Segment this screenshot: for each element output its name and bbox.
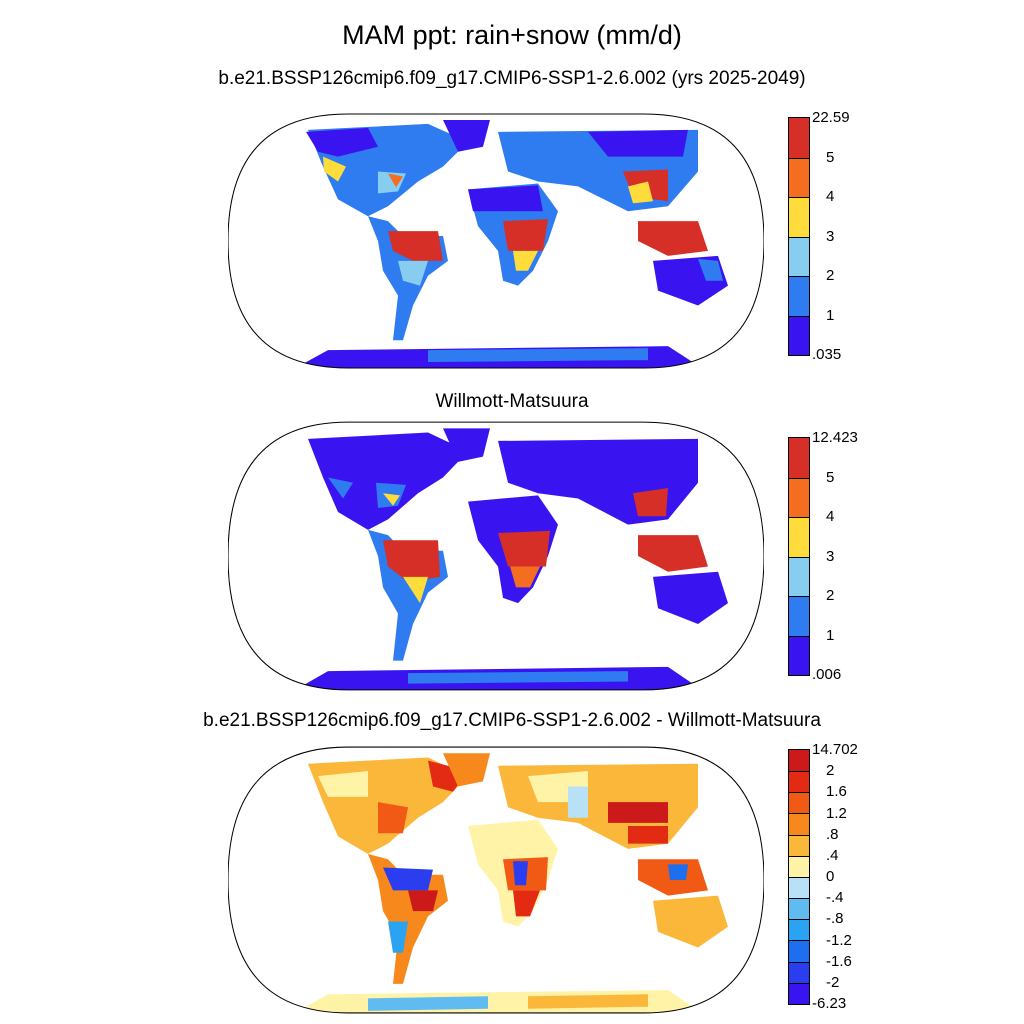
colorbar-tick-label: .035: [812, 346, 842, 363]
colorbar-segment: [789, 982, 809, 1004]
colorbar-tick-label: 4: [826, 188, 835, 205]
colorbar-tick-label: 1.6: [826, 783, 847, 801]
colorbar-segment: [789, 236, 809, 276]
colorbar-segment: [789, 517, 809, 557]
colorbar-segment: [789, 118, 809, 158]
colorbar-tick-label: 5: [826, 148, 835, 166]
colorbar-segment: [789, 919, 809, 941]
colorbar-segment: [789, 792, 809, 814]
colorbar-segment: [789, 635, 809, 675]
colorbar-tick-label: 1: [826, 626, 835, 644]
colorbar-tick-label: 1.2: [826, 804, 847, 822]
colorbar-panel-3: [788, 749, 810, 1005]
colorbar-tick-label: 3: [826, 227, 835, 245]
colorbar-segment: [789, 477, 809, 517]
colorbar-tick-label: 1: [826, 306, 835, 324]
colorbar-tick-label: 14.702: [812, 741, 858, 758]
colorbar-segment: [789, 813, 809, 835]
colorbar-segment: [789, 556, 809, 596]
panel-2-title: Willmott-Matsuura: [435, 391, 589, 412]
colorbar-tick-label: -6.23: [812, 995, 847, 1012]
colorbar-segment: [789, 750, 809, 772]
colorbar-segment: [789, 834, 809, 856]
colorbar-tick-label: .006: [812, 666, 842, 683]
colorbar-tick-label: -2: [826, 973, 840, 991]
colorbar-tick-label: -1.6: [826, 952, 852, 970]
colorbar-tick-label: 5: [826, 468, 835, 486]
colorbar-tick-label: 2: [826, 267, 835, 284]
colorbar-segment: [789, 940, 809, 962]
colorbar-segment: [789, 596, 809, 636]
colorbar-segment: [789, 438, 809, 478]
colorbar-segment: [789, 771, 809, 793]
colorbar-segment: [789, 276, 809, 316]
colorbar-tick-label: -1.2: [826, 931, 852, 949]
colorbar-segment: [789, 961, 809, 983]
map-panel-difference: [228, 746, 764, 1014]
colorbar-tick-label: .8: [826, 825, 839, 843]
map-panel-observed: [228, 421, 764, 691]
colorbar-tick-label: -.4: [826, 889, 844, 907]
colorbar-segment: [789, 197, 809, 237]
colorbar-tick-label: -.8: [826, 910, 844, 928]
colorbar-tick-label: .4: [826, 846, 839, 864]
colorbar-tick-label: 0: [826, 868, 835, 885]
colorbar-tick-label: 2: [826, 587, 835, 604]
colorbar-tick-label: 4: [826, 508, 835, 525]
colorbar-segment: [789, 315, 809, 355]
panel-3-title: b.e21.BSSP126cmip6.f09_g17.CMIP6-SSP1-2.…: [203, 710, 821, 731]
colorbar-panel-2: [788, 437, 810, 676]
colorbar-tick-label: 3: [826, 547, 835, 565]
map-panel-model: [228, 113, 764, 369]
colorbar-segment: [789, 876, 809, 899]
colorbar-tick-label: 2: [826, 762, 835, 780]
colorbar-tick-label: 12.423: [812, 429, 858, 446]
panel-1-title: b.e21.BSSP126cmip6.f09_g17.CMIP6-SSP1-2.…: [218, 68, 806, 89]
colorbar-segment: [789, 898, 809, 920]
colorbar-segment: [789, 157, 809, 197]
colorbar-tick-label: 22.59: [812, 109, 850, 126]
colorbar-panel-1: [788, 117, 810, 356]
main-title: MAM ppt: rain+snow (mm/d): [342, 20, 682, 50]
colorbar-segment: [789, 855, 809, 877]
